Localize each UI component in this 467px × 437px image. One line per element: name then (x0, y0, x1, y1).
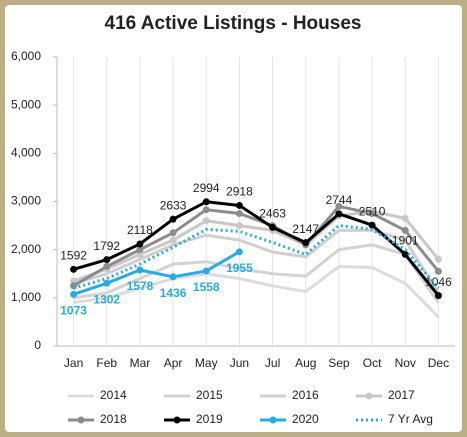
marker (335, 202, 343, 210)
data-label: 2744 (326, 193, 353, 207)
chart-title: 416 Active Listings - Houses (105, 13, 362, 34)
legend-marker (269, 416, 277, 424)
series-line (73, 224, 440, 290)
marker (70, 282, 78, 290)
marker (136, 240, 144, 248)
marker (434, 292, 442, 300)
data-label: 1792 (93, 239, 120, 253)
x-tick-label: Jul (265, 356, 280, 370)
panel (5, 5, 462, 432)
legend-marker (173, 416, 181, 424)
data-label: 2510 (359, 204, 386, 218)
marker (202, 206, 210, 214)
series-line (73, 228, 440, 294)
legend-marker (77, 416, 85, 424)
marker (335, 210, 343, 218)
marker (169, 236, 177, 244)
x-tick-label: Feb (96, 356, 117, 370)
data-label: 2463 (259, 207, 286, 221)
marker (269, 223, 277, 231)
data-label: 1046 (425, 275, 452, 289)
data-label: 2994 (193, 181, 220, 195)
x-tick-label: Sep (328, 356, 350, 370)
legend-label: 2014 (100, 388, 127, 402)
series-line (73, 200, 440, 297)
marker (235, 201, 243, 209)
x-tick-label: Aug (295, 356, 316, 370)
legend-label: 2017 (388, 388, 415, 402)
y-tick-label: 4,000 (11, 146, 41, 160)
marker (103, 263, 111, 271)
data-label: 2118 (127, 223, 153, 237)
y-tick-label: 0 (34, 338, 41, 352)
x-tick-label: Apr (164, 356, 183, 370)
y-tick-label: 5,000 (11, 97, 41, 111)
marker (70, 277, 78, 285)
data-label: 1592 (60, 248, 87, 262)
legend-label: 2015 (196, 388, 223, 402)
series-line (73, 250, 241, 296)
marker (401, 214, 409, 222)
data-label: 1578 (127, 279, 154, 293)
y-tick-label: 3,000 (11, 194, 41, 208)
x-tick-label: Nov (395, 356, 416, 370)
x-tick-label: Jun (230, 356, 249, 370)
data-label: 1436 (160, 286, 187, 300)
marker (434, 255, 442, 263)
x-tick-label: Jan (64, 356, 83, 370)
marker (169, 273, 177, 281)
series-line (72, 204, 440, 288)
series-line (73, 243, 440, 304)
marker (103, 256, 111, 264)
marker (169, 229, 177, 237)
series-line (73, 265, 440, 319)
x-tick-label: Mar (130, 356, 151, 370)
x-tick-label: Oct (363, 356, 382, 370)
marker (169, 215, 177, 223)
data-label: 1302 (93, 292, 120, 306)
marker (202, 267, 210, 275)
marker (401, 250, 409, 258)
legend-marker (365, 392, 373, 400)
y-tick-label: 2,000 (11, 242, 41, 256)
y-tick-label: 6,000 (11, 49, 41, 63)
marker (368, 210, 376, 218)
marker (136, 246, 144, 254)
marker (235, 222, 243, 230)
legend-label: 2019 (196, 412, 223, 426)
data-label: 1073 (60, 303, 87, 317)
marker (202, 217, 210, 225)
marker (70, 265, 78, 273)
data-label: 2918 (226, 185, 253, 199)
data-label: 2147 (292, 222, 319, 236)
x-tick-label: May (195, 356, 218, 370)
marker (302, 239, 310, 247)
data-label: 1558 (193, 280, 220, 294)
marker (434, 267, 442, 275)
marker (70, 290, 78, 298)
data-label: 1955 (226, 261, 253, 275)
y-tick-label: 1,000 (11, 290, 41, 304)
marker (103, 279, 111, 287)
data-label: 2633 (160, 198, 187, 212)
legend-label: 2016 (292, 388, 319, 402)
marker (401, 226, 409, 234)
series-line (73, 209, 440, 283)
marker (136, 250, 144, 258)
legend-label: 7 Yr Avg (388, 412, 433, 426)
marker (235, 248, 243, 256)
marker (235, 210, 243, 218)
marker (368, 221, 376, 229)
marker (202, 198, 210, 206)
legend-label: 2018 (100, 412, 127, 426)
marker (136, 266, 144, 274)
x-tick-label: Dec (428, 356, 449, 370)
legend-label: 2020 (292, 412, 319, 426)
